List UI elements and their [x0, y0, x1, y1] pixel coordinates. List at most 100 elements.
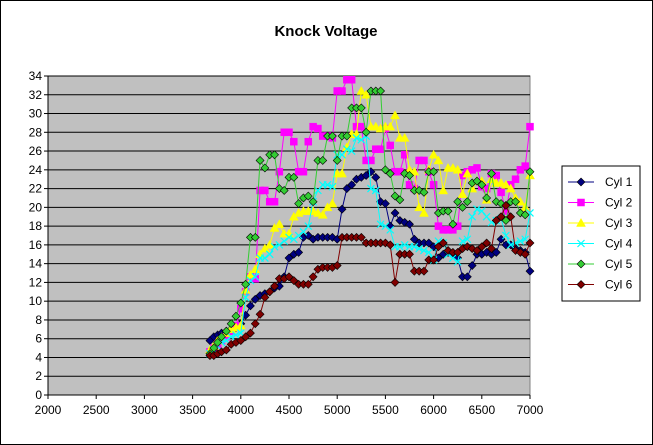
- y-tick-label: 18: [29, 219, 43, 233]
- data-point: [501, 201, 511, 210]
- data-point: [385, 121, 396, 131]
- data-point: [318, 156, 328, 165]
- series-4: [206, 132, 534, 358]
- x-tick-label: 5500: [372, 403, 399, 417]
- data-point: [221, 345, 231, 355]
- legend-swatch-marker: [577, 239, 585, 248]
- data-point: [420, 156, 428, 165]
- data-point: [275, 167, 284, 176]
- data-point: [472, 176, 482, 186]
- x-tick-label: 6500: [468, 403, 495, 417]
- legend-item: Cyl 5: [568, 257, 633, 271]
- x-tick-label: 4000: [227, 403, 254, 417]
- data-point: [231, 311, 241, 321]
- data-point: [289, 276, 299, 285]
- data-point: [467, 261, 477, 270]
- data-point: [327, 198, 338, 208]
- series-group: [205, 76, 535, 361]
- data-point: [472, 246, 482, 255]
- data-point: [285, 233, 293, 242]
- data-point: [250, 319, 260, 329]
- data-point: [314, 124, 322, 133]
- data-point: [429, 167, 439, 177]
- data-point: [452, 164, 463, 174]
- data-point: [376, 145, 385, 153]
- data-point: [303, 191, 313, 201]
- data-point: [265, 287, 275, 297]
- data-point: [255, 309, 265, 319]
- y-tick-label: 26: [29, 144, 43, 158]
- data-point: [361, 171, 371, 180]
- y-tick-label: 14: [29, 257, 43, 271]
- data-point: [386, 141, 394, 150]
- data-point: [255, 156, 265, 165]
- y-tick-label: 16: [29, 238, 43, 252]
- data-point: [386, 225, 395, 234]
- legend-item: Cyl 4: [568, 237, 633, 251]
- series-6: [205, 201, 535, 361]
- data-point: [294, 199, 304, 209]
- series-5: [205, 86, 535, 359]
- data-point: [473, 205, 481, 214]
- data-point: [506, 240, 515, 249]
- data-point: [270, 197, 279, 206]
- y-tick-label: 0: [35, 388, 42, 402]
- data-point: [213, 338, 223, 347]
- data-point: [270, 242, 279, 251]
- y-tick-label: 8: [35, 313, 42, 327]
- legend-swatch-marker: [576, 217, 586, 227]
- data-point: [526, 122, 534, 131]
- y-tick-label: 24: [29, 163, 43, 177]
- legend-label: Cyl 3: [605, 216, 633, 230]
- data-point: [260, 292, 270, 302]
- y-tick-label: 4: [35, 350, 42, 364]
- data-point: [463, 235, 472, 244]
- data-point: [385, 169, 395, 179]
- data-point: [429, 181, 438, 189]
- data-point: [380, 199, 390, 209]
- data-point: [275, 240, 284, 249]
- data-point: [371, 172, 381, 182]
- legend-label: Cyl 5: [605, 257, 633, 271]
- data-point: [285, 128, 293, 137]
- data-point: [299, 167, 308, 176]
- data-point: [241, 279, 251, 289]
- data-point: [250, 232, 260, 242]
- data-point: [473, 164, 481, 172]
- data-point: [357, 135, 366, 144]
- data-point: [332, 261, 342, 270]
- data-point: [487, 169, 496, 179]
- data-point: [328, 182, 337, 191]
- data-point: [410, 242, 419, 251]
- data-point: [337, 168, 347, 178]
- data-point: [409, 166, 420, 176]
- data-point: [482, 193, 492, 203]
- y-tick-label: 2: [35, 369, 42, 383]
- data-point: [347, 76, 356, 84]
- data-point: [462, 272, 472, 282]
- data-point: [380, 165, 390, 175]
- data-point: [511, 197, 520, 207]
- data-point: [482, 238, 492, 248]
- y-tick-label: 32: [29, 88, 43, 102]
- legend-swatch-marker: [576, 259, 586, 269]
- data-point: [453, 247, 463, 257]
- data-point: [390, 110, 400, 120]
- data-point: [399, 132, 410, 142]
- data-point: [327, 131, 337, 141]
- data-point: [280, 237, 289, 246]
- data-point: [433, 242, 443, 252]
- data-point: [497, 188, 505, 197]
- data-point: [424, 248, 433, 257]
- data-point: [501, 216, 511, 225]
- data-point: [270, 281, 279, 291]
- data-point: [414, 202, 425, 212]
- data-point: [405, 219, 414, 229]
- legend-label: Cyl 4: [605, 237, 633, 251]
- data-point: [361, 127, 371, 137]
- data-point: [337, 204, 347, 214]
- data-point: [443, 206, 453, 216]
- data-point: [232, 331, 240, 339]
